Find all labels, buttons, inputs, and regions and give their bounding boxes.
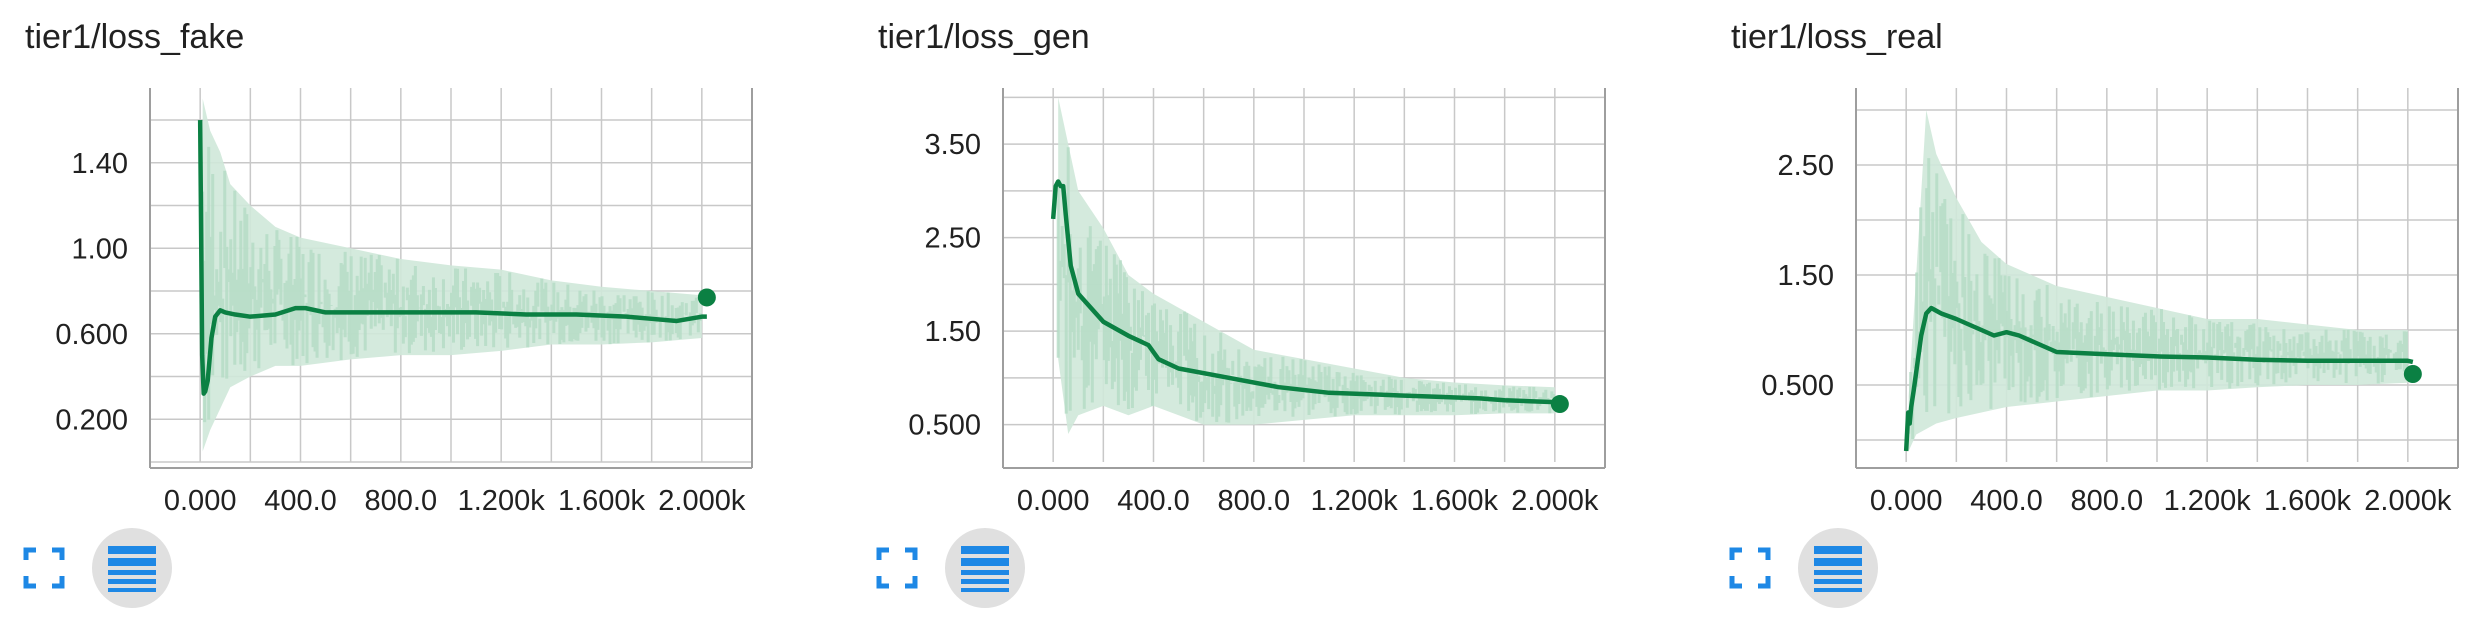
smoothed-series-line bbox=[1903, 305, 2414, 452]
raw-data-band bbox=[1058, 97, 1555, 434]
y-tick-label: 0.500 bbox=[908, 410, 981, 442]
data-table-icon bbox=[108, 546, 156, 592]
y-tick-label: 0.200 bbox=[55, 404, 128, 436]
x-tick-label: 400.0 bbox=[1117, 485, 1190, 517]
chart-title: tier1/loss_fake bbox=[25, 18, 245, 56]
last-value-marker bbox=[1550, 395, 1569, 414]
x-tick-label: 0.000 bbox=[1017, 485, 1090, 517]
y-tick-label: 1.40 bbox=[72, 148, 128, 180]
chart-loss-real: 0.000 400.0 800.0 1.200k 1.600k 2.000k 0.500 1.… bbox=[1761, 88, 2459, 517]
fullscreen-icon bbox=[876, 547, 918, 589]
show-data-button[interactable] bbox=[92, 528, 172, 608]
fullscreen-button[interactable] bbox=[22, 546, 66, 590]
data-table-icon bbox=[1814, 546, 1862, 592]
x-tick-label: 1.600k bbox=[558, 485, 646, 517]
chart-title: tier1/loss_gen bbox=[878, 18, 1090, 56]
smoothed-series-line bbox=[1050, 179, 1561, 406]
last-value-marker bbox=[2403, 365, 2422, 383]
x-tick-label: 1.200k bbox=[458, 485, 546, 517]
x-tick-label: 2.000k bbox=[658, 485, 746, 517]
fullscreen-icon bbox=[23, 547, 65, 589]
x-tick-label: 800.0 bbox=[1218, 485, 1291, 517]
y-tick-label: 3.50 bbox=[925, 129, 981, 161]
chart-panel-loss-gen: tier1/loss_gen 0.000 400.0 800.0 1.200k 1.60… bbox=[853, 0, 1673, 622]
x-tick-label: 0.000 bbox=[1870, 485, 1943, 517]
fullscreen-button[interactable] bbox=[875, 546, 919, 590]
x-tick-label: 1.600k bbox=[2264, 485, 2352, 517]
chart-loss-gen: 0.000 400.0 800.0 1.200k 1.600k 2.000k 0.500 1.… bbox=[908, 88, 1606, 517]
x-tick-label: 1.200k bbox=[1311, 485, 1399, 517]
y-tick-label: 2.50 bbox=[1778, 150, 1834, 182]
y-tick-label: 1.50 bbox=[1778, 260, 1834, 292]
chart-loss-fake: 0.000 400.0 800.0 1.200k 1.600k 2.000k 0.200 0.… bbox=[55, 88, 753, 517]
y-tick-label: 2.50 bbox=[925, 223, 981, 255]
y-tick-label: 0.600 bbox=[55, 319, 128, 351]
x-tick-label: 2.000k bbox=[2364, 485, 2452, 517]
chart-title: tier1/loss_real bbox=[1731, 18, 1943, 56]
last-value-marker bbox=[697, 288, 716, 307]
x-tick-label: 0.000 bbox=[164, 485, 237, 517]
chart-panel-loss-fake: tier1/loss_fake 0.000 400.0 800.0 1.200k 1.6… bbox=[0, 0, 820, 622]
y-tick-label: 0.500 bbox=[1761, 370, 1834, 402]
raw-data-band bbox=[202, 98, 702, 452]
x-tick-label: 1.200k bbox=[2164, 485, 2252, 517]
x-tick-label: 800.0 bbox=[2071, 485, 2144, 517]
show-data-button[interactable] bbox=[945, 528, 1025, 608]
smoothed-series-line bbox=[197, 120, 707, 396]
y-tick-label: 1.00 bbox=[72, 233, 128, 265]
fullscreen-button[interactable] bbox=[1728, 546, 1772, 590]
chart-panel-loss-real: tier1/loss_real 0.000 400.0 800.0 1.200k 1.6… bbox=[1706, 0, 2470, 622]
show-data-button[interactable] bbox=[1798, 528, 1878, 608]
x-tick-label: 2.000k bbox=[1511, 485, 1599, 517]
data-table-icon bbox=[961, 546, 1009, 592]
x-tick-label: 400.0 bbox=[1970, 485, 2043, 517]
x-tick-label: 800.0 bbox=[365, 485, 438, 517]
y-tick-label: 1.50 bbox=[925, 316, 981, 348]
x-tick-label: 1.600k bbox=[1411, 485, 1499, 517]
fullscreen-icon bbox=[1729, 547, 1771, 589]
x-tick-label: 400.0 bbox=[264, 485, 337, 517]
